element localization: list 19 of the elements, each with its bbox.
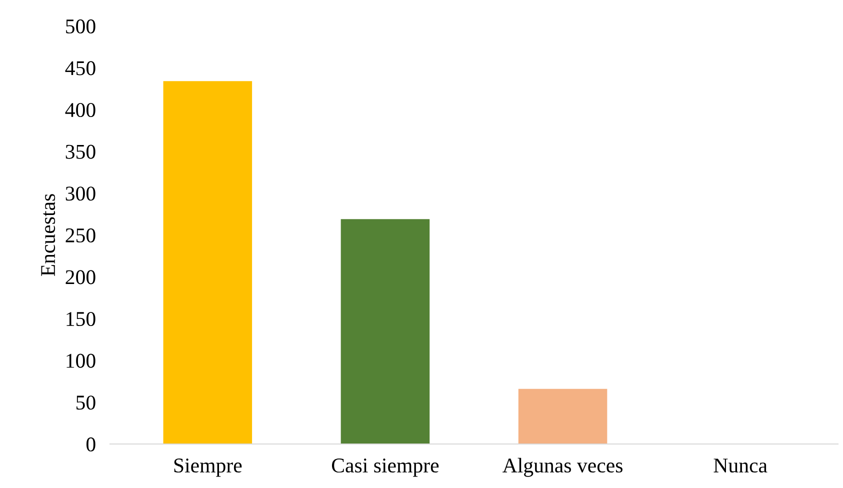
y-tick-label: 200 bbox=[66, 270, 96, 284]
y-tick-label: 500 bbox=[66, 19, 96, 34]
y-tick-label: 300 bbox=[66, 186, 96, 201]
bar bbox=[340, 219, 430, 444]
y-tick-label: 350 bbox=[66, 144, 96, 159]
y-tick-label: 250 bbox=[66, 228, 96, 242]
y-tick-label: 450 bbox=[65, 61, 96, 76]
y-tick-label: 400 bbox=[65, 102, 96, 118]
x-tick-label: Nunca bbox=[714, 458, 768, 473]
y-tick-label: 0 bbox=[86, 437, 96, 452]
y-tick-label: 150 bbox=[66, 312, 96, 326]
x-tick-label: Algunas veces bbox=[502, 458, 622, 477]
x-tick-label: Casi siempre bbox=[332, 458, 439, 477]
y-tick-label: 100 bbox=[66, 354, 96, 368]
y-tick-label: 50 bbox=[76, 396, 96, 410]
bar bbox=[163, 81, 252, 444]
bar bbox=[518, 388, 608, 444]
x-tick-label: Siempre bbox=[174, 458, 242, 477]
y-axis-title: Encuestas bbox=[41, 194, 56, 276]
